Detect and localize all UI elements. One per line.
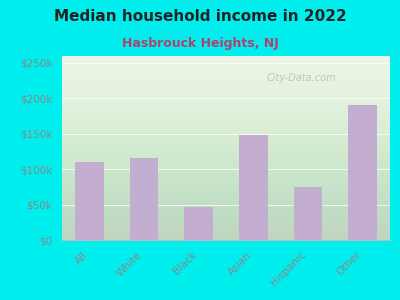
Text: Median household income in 2022: Median household income in 2022 [54,9,346,24]
Bar [294,187,322,240]
Text: Hasbrouck Heights, NJ: Hasbrouck Heights, NJ [122,38,278,50]
Bar [348,105,377,240]
Bar [184,207,213,240]
Bar [75,162,104,240]
Bar [239,135,268,240]
Bar [130,158,158,240]
Text: City-Data.com: City-Data.com [267,73,336,82]
